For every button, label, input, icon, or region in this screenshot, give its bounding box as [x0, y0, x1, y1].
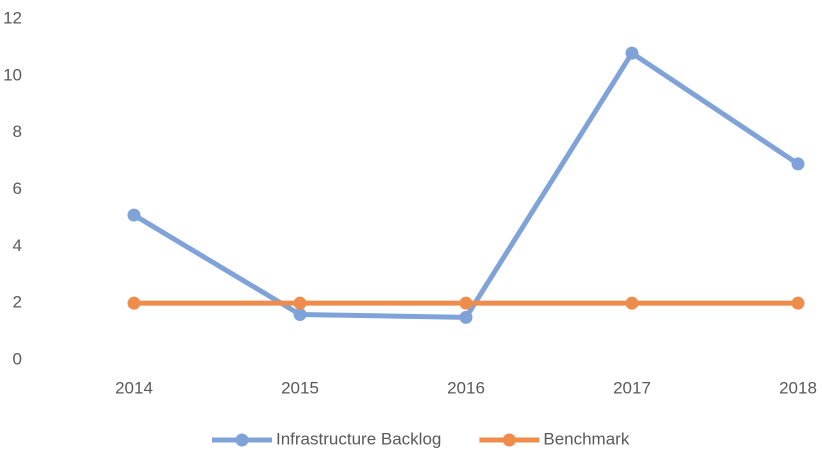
x-tick-label: 2018: [779, 378, 817, 397]
x-tick-label: 2014: [115, 378, 153, 397]
point: [791, 296, 805, 310]
y-tick-label: 12: [3, 8, 22, 27]
x-tick-label: 2017: [613, 378, 651, 397]
y-tick-label: 4: [13, 236, 22, 255]
y-tick-label: 0: [13, 349, 22, 368]
legend-marker: [502, 433, 516, 447]
y-tick-label: 8: [13, 122, 22, 141]
point: [127, 208, 141, 222]
y-tick-label: 2: [13, 293, 22, 312]
point: [293, 296, 307, 310]
x-tick-label: 2016: [447, 378, 485, 397]
point: [293, 308, 307, 322]
y-tick-label: 6: [13, 179, 22, 198]
point: [127, 296, 141, 310]
x-tick-label: 2015: [281, 378, 319, 397]
legend-marker: [235, 433, 249, 447]
point: [791, 157, 805, 171]
series-line: [132, 50, 800, 320]
point: [625, 296, 639, 310]
y-tick-label: 10: [3, 65, 22, 84]
point: [625, 46, 639, 60]
point: [459, 296, 473, 310]
legend-label: Benchmark: [543, 429, 629, 448]
legend-label: Infrastructure Backlog: [276, 429, 441, 448]
point: [459, 310, 473, 324]
